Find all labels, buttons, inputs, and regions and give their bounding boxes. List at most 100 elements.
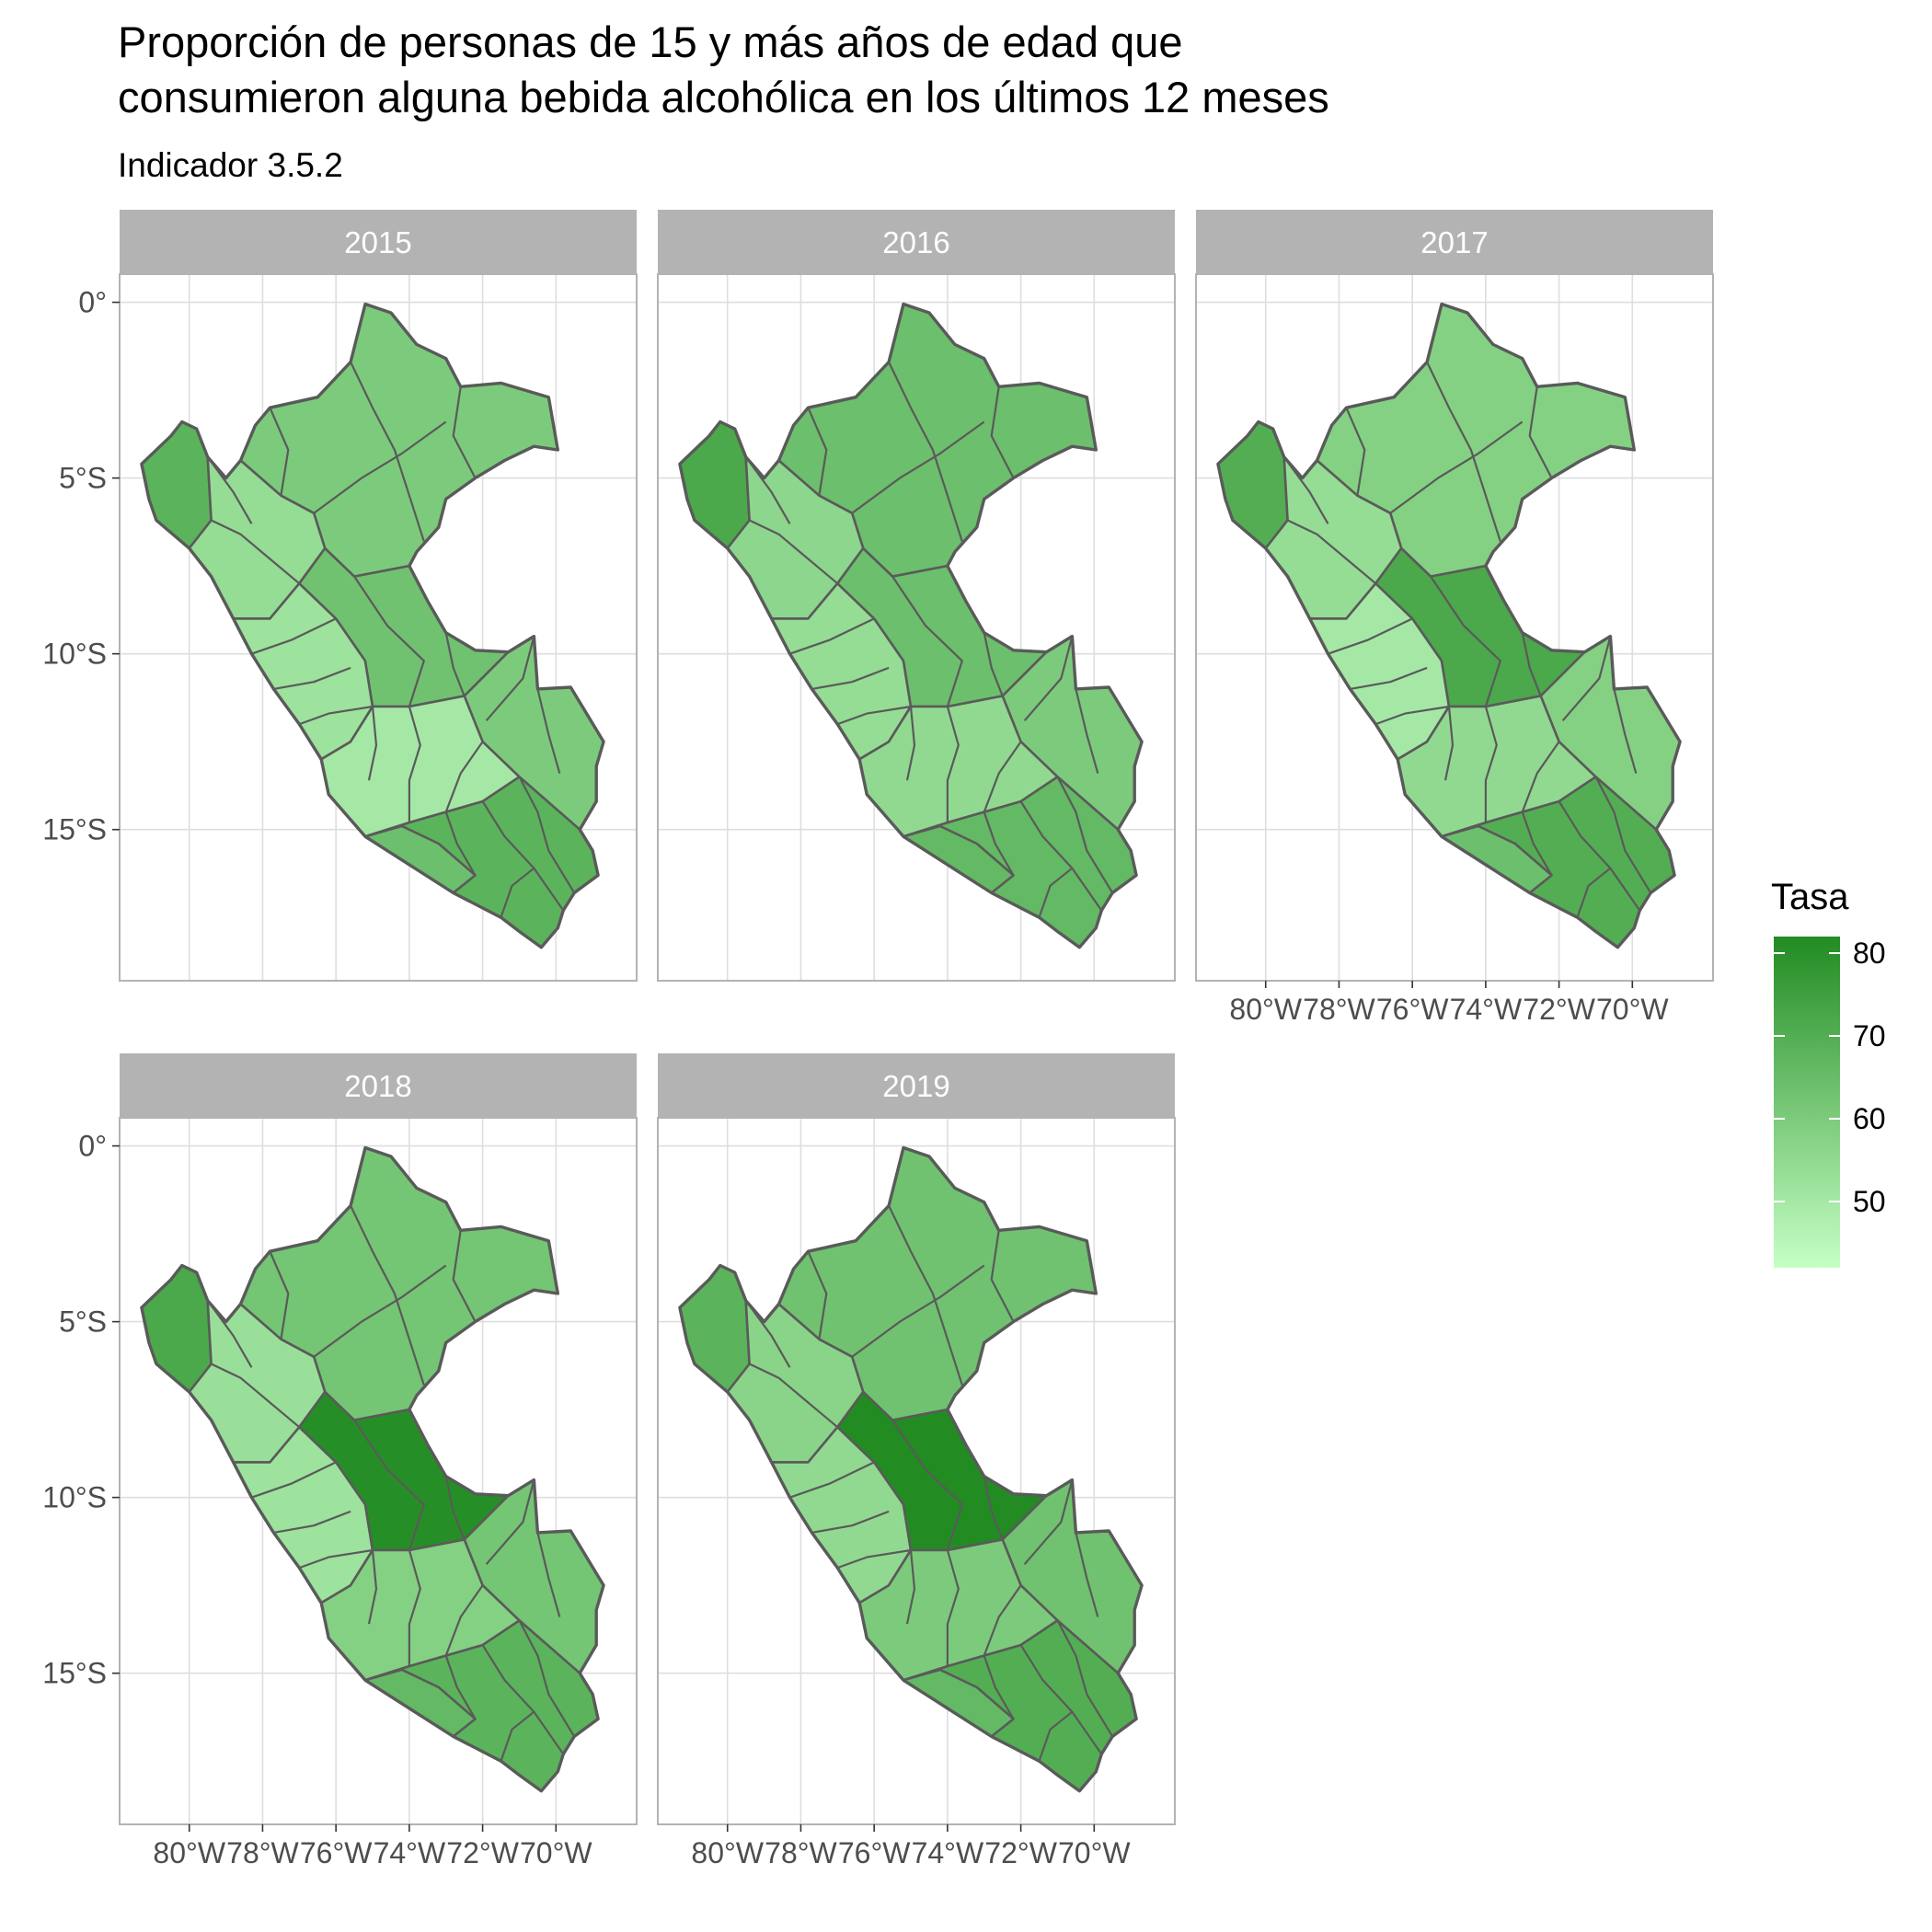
division-line <box>888 362 963 542</box>
division-line <box>891 575 963 707</box>
x-tick-label: 78°W <box>1303 993 1375 1026</box>
panel-border <box>657 1117 1176 1825</box>
facet-panels: 2015 2016 2017 2018 2019 <box>119 210 1714 1825</box>
division-line <box>990 386 1015 479</box>
division-line <box>836 1548 912 1570</box>
x-tick-label: 72°W <box>1523 993 1595 1026</box>
division-line <box>811 1510 890 1534</box>
country-outline <box>140 1145 605 1793</box>
x-tick-label: 76°W <box>300 1836 373 1869</box>
division-line <box>518 776 576 894</box>
division-line <box>367 706 378 781</box>
division-line <box>353 1419 425 1551</box>
y-tick-label: 15°S <box>42 1657 107 1690</box>
axes: 0°5°S10°S15°S80°W 78°W 76°W 74°W 72°W 70°W0°5… <box>42 286 1669 1869</box>
division-line <box>1484 706 1498 823</box>
division-line <box>1521 741 1560 812</box>
division-line <box>888 1205 963 1386</box>
y-tick-label: 10°S <box>42 638 107 671</box>
legend-title: Tasa <box>1771 877 1849 917</box>
division-line <box>1038 867 1074 918</box>
division-line <box>1287 519 1377 585</box>
division-line <box>811 666 890 690</box>
facet-strip <box>1196 210 1713 274</box>
division-line <box>1426 362 1501 542</box>
division-line <box>1056 1619 1114 1738</box>
country-outline <box>678 1145 1144 1793</box>
division-line <box>251 1461 337 1499</box>
division-line <box>485 1479 535 1566</box>
division-line <box>444 1655 477 1719</box>
division-line <box>485 636 535 722</box>
facet-label: 2018 <box>344 1069 411 1103</box>
division-line <box>1521 811 1553 876</box>
division-line <box>990 1230 1015 1323</box>
panel-border <box>1195 273 1714 982</box>
panel-border <box>119 1117 638 1825</box>
division-line <box>273 1510 351 1534</box>
division-line <box>905 1549 916 1625</box>
y-tick-label: 0° <box>78 1130 107 1163</box>
legend: Tasa 80 70 60 50 <box>1771 877 1886 1268</box>
facet-strip <box>658 1053 1175 1118</box>
division-line <box>367 1549 378 1625</box>
division-line <box>500 867 535 918</box>
legend-label: 60 <box>1853 1102 1886 1135</box>
division-line <box>1038 1710 1074 1762</box>
x-tick-label: 80°W <box>1229 993 1302 1026</box>
chart-title-line-2: consumieron alguna bebida alcohólica en … <box>118 73 1329 121</box>
division-line <box>1528 386 1553 479</box>
x-tick-label: 74°W <box>1450 993 1523 1026</box>
division-line <box>481 1644 565 1755</box>
x-tick-label: 72°W <box>984 1836 1057 1869</box>
y-tick-label: 5°S <box>59 462 107 495</box>
division-line <box>1561 636 1612 722</box>
legend-label: 80 <box>1853 937 1886 970</box>
legend-ticks: 80 70 60 50 <box>1774 937 1886 1218</box>
division-line <box>1075 1532 1099 1617</box>
division-line <box>789 1461 875 1499</box>
x-tick-label: 76°W <box>1376 993 1449 1026</box>
division-line <box>518 1619 576 1738</box>
x-tick-label: 74°W <box>374 1836 446 1869</box>
division-line <box>481 800 565 912</box>
y-tick-label: 0° <box>78 286 107 319</box>
division-line <box>983 741 1022 812</box>
division-line <box>807 1250 828 1340</box>
division-line <box>273 666 351 690</box>
legend-colorbar <box>1774 937 1840 1268</box>
division-line <box>350 362 425 542</box>
chart-title-line-1: Proporción de personas de 15 y más años … <box>118 17 1183 66</box>
country-outline <box>1216 302 1682 949</box>
division-line <box>536 688 561 774</box>
facet-label: 2017 <box>1420 225 1488 259</box>
facet-label: 2016 <box>882 225 949 259</box>
division-line <box>1443 706 1455 781</box>
country-outline <box>140 302 605 949</box>
division-line <box>353 575 425 707</box>
division-line <box>500 1710 535 1762</box>
x-tick-label: 78°W <box>765 1836 837 1869</box>
division-line <box>1056 776 1114 894</box>
legend-label: 70 <box>1853 1019 1886 1052</box>
division-line <box>789 617 875 655</box>
division-line <box>1019 1644 1103 1755</box>
division-line <box>444 1584 484 1656</box>
panel-border <box>657 273 1176 982</box>
panel-2018: 2018 <box>119 1053 638 1825</box>
division-line <box>749 1363 839 1429</box>
x-tick-label: 70°W <box>1596 993 1669 1026</box>
division-line <box>1594 776 1652 894</box>
chart-subtitle: Indicador 3.5.2 <box>118 146 343 184</box>
division-line <box>298 1548 374 1570</box>
division-line <box>836 705 912 726</box>
division-line <box>1430 575 1501 707</box>
y-tick-label: 10°S <box>42 1481 107 1514</box>
division-line <box>251 617 337 655</box>
facet-strip <box>658 210 1175 274</box>
division-line <box>536 1532 561 1617</box>
x-tick-label: 78°W <box>226 1836 299 1869</box>
panel-2015: 2015 <box>119 210 638 982</box>
division-line <box>891 1419 963 1551</box>
